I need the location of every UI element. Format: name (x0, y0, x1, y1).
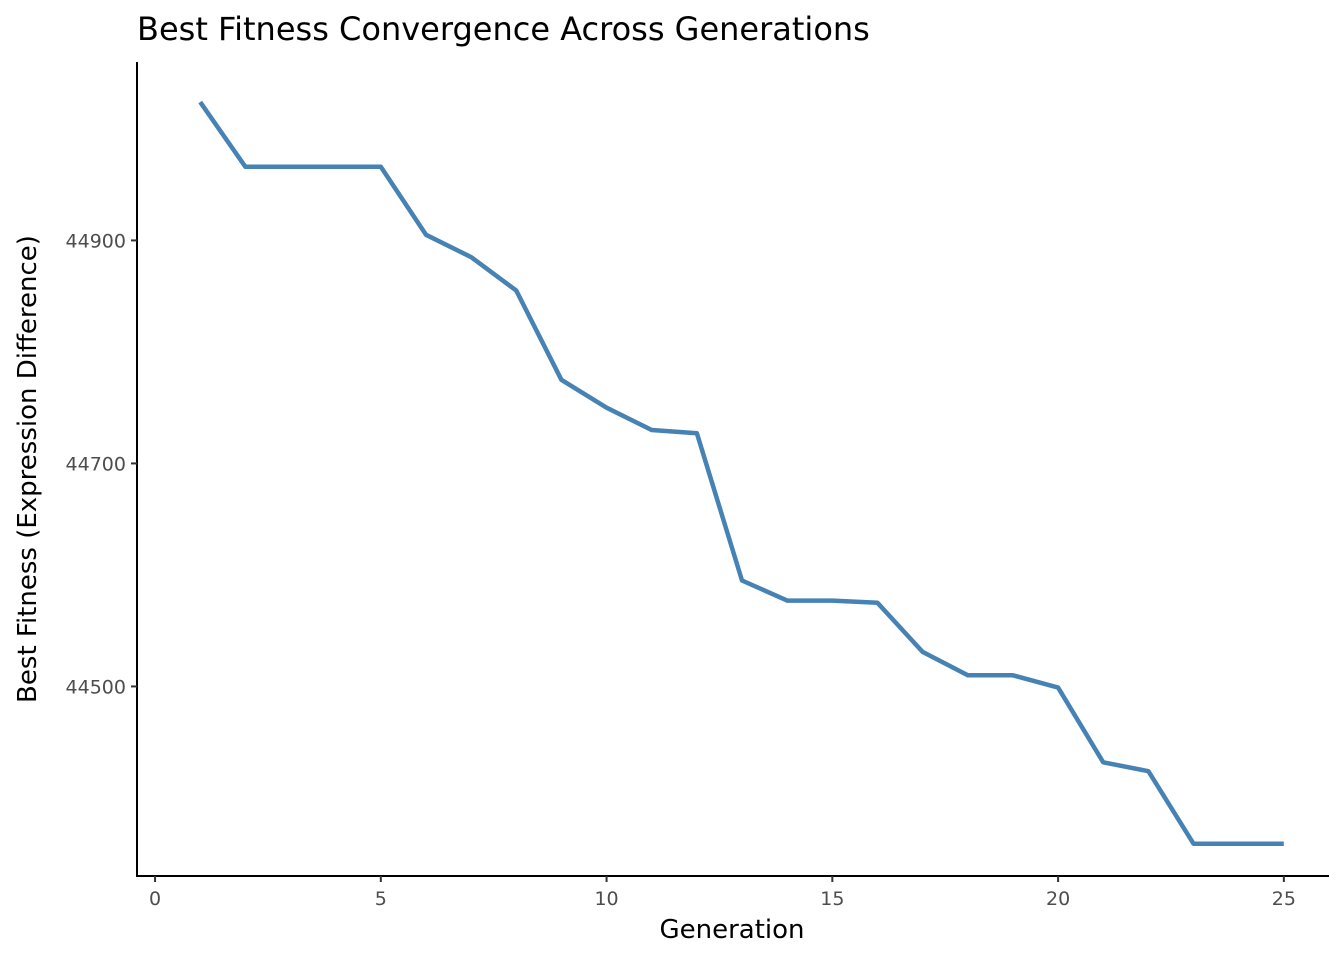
x-tick-label: 10 (594, 888, 618, 910)
x-axis-ticks: 0 5 10 15 20 25 (149, 876, 1296, 910)
x-tick-label: 15 (820, 888, 844, 910)
x-tick-label: 20 (1046, 888, 1070, 910)
x-axis-title: Generation (659, 915, 804, 945)
y-axis-ticks: 44500 44700 44900 (66, 230, 137, 698)
y-tick-label: 44900 (66, 230, 126, 252)
chart-title: Best Fitness Convergence Across Generati… (137, 10, 870, 48)
y-tick-label: 44700 (66, 453, 126, 475)
x-tick-label: 5 (375, 888, 387, 910)
y-tick-label: 44500 (66, 676, 126, 698)
x-tick-label: 0 (149, 888, 161, 910)
fitness-series-line (198, 100, 1284, 846)
x-tick-label: 25 (1272, 888, 1296, 910)
y-axis-title: Best Fitness (Expression Difference) (13, 235, 43, 703)
